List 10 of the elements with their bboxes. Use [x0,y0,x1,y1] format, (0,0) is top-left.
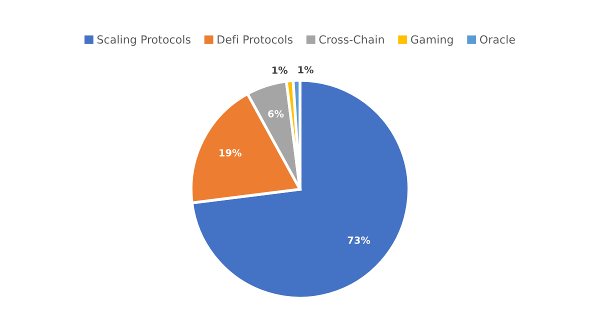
legend-label: Oracle [480,35,515,44]
data-label: 1% [298,66,314,74]
legend-label: Defi Protocols [218,35,293,44]
data-label: 1% [272,66,288,74]
legend-label: Scaling Protocols [97,35,190,46]
data-label: 73% [348,236,370,244]
legend-label: Cross-Chain [319,35,384,44]
legend-label: Gaming [411,35,453,46]
data-label: 6% [268,110,284,118]
data-label: 19% [220,149,242,156]
